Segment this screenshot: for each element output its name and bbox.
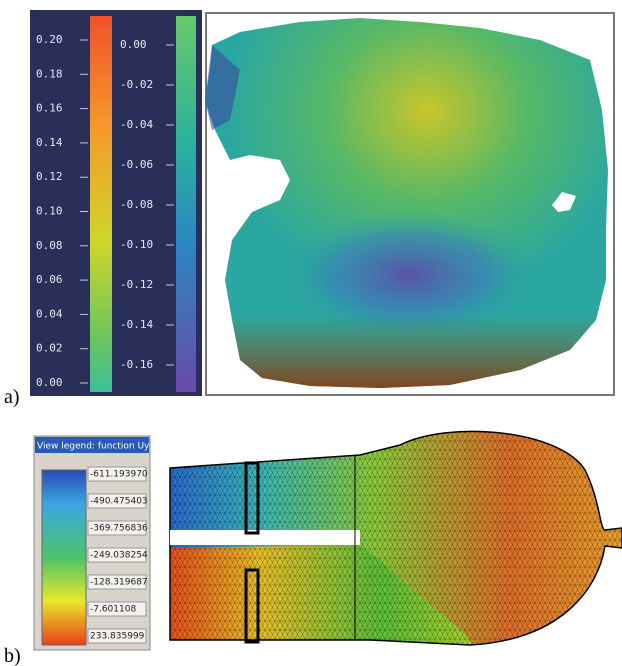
field-plot — [205, 18, 608, 388]
tick-label: 0.10 — [36, 205, 63, 218]
panel-label: b) — [4, 645, 21, 666]
tick-label: 0.00 — [36, 376, 63, 389]
colorbar-2 — [176, 16, 196, 392]
tick-label: 0.04 — [36, 307, 63, 320]
tick-label: -0.02 — [120, 78, 153, 91]
legend-value: -7.601108 — [90, 605, 136, 615]
colorbar-1 — [90, 16, 112, 392]
tick-label: 0.08 — [36, 239, 63, 252]
legend-value: 233.835999 — [90, 632, 145, 642]
tick-label: 0.06 — [36, 273, 63, 286]
tick-label: -0.12 — [120, 278, 153, 291]
tick-label: 0.14 — [36, 136, 63, 149]
tick-label: -0.08 — [120, 198, 153, 211]
gap-cover — [170, 530, 360, 545]
tick-label: 0.20 — [36, 33, 63, 46]
mesh-render — [170, 431, 622, 645]
legend-value: -128.319687 — [90, 578, 148, 588]
legend-value: -490.475403 — [90, 497, 148, 507]
field-edge — [205, 18, 608, 388]
legend-title: View legend: function Uy,mk... — [37, 442, 175, 452]
legend-gradient — [42, 470, 86, 645]
tick-label: -0.16 — [120, 358, 153, 371]
tick-label: 0.12 — [36, 170, 63, 183]
tick-label: 0.00 — [120, 38, 147, 51]
tick-label: -0.06 — [120, 158, 153, 171]
tick-label: 0.18 — [36, 67, 63, 80]
tick-label: -0.14 — [120, 318, 153, 331]
figure: 0.20 0.18 0.16 0.14 0.12 0.10 0.08 0.06 0.04 0.02… — [0, 0, 622, 666]
legend-value: -611.193970 — [90, 470, 148, 480]
legend-value: -369.756836 — [90, 524, 148, 534]
tick-label: -0.10 — [120, 238, 153, 251]
tick-label: 0.02 — [36, 342, 63, 355]
tick-label: 0.16 — [36, 102, 63, 115]
tick-label: -0.04 — [120, 118, 153, 131]
legend-value: -249.038254 — [90, 551, 148, 561]
panel-label: a) — [4, 386, 20, 408]
